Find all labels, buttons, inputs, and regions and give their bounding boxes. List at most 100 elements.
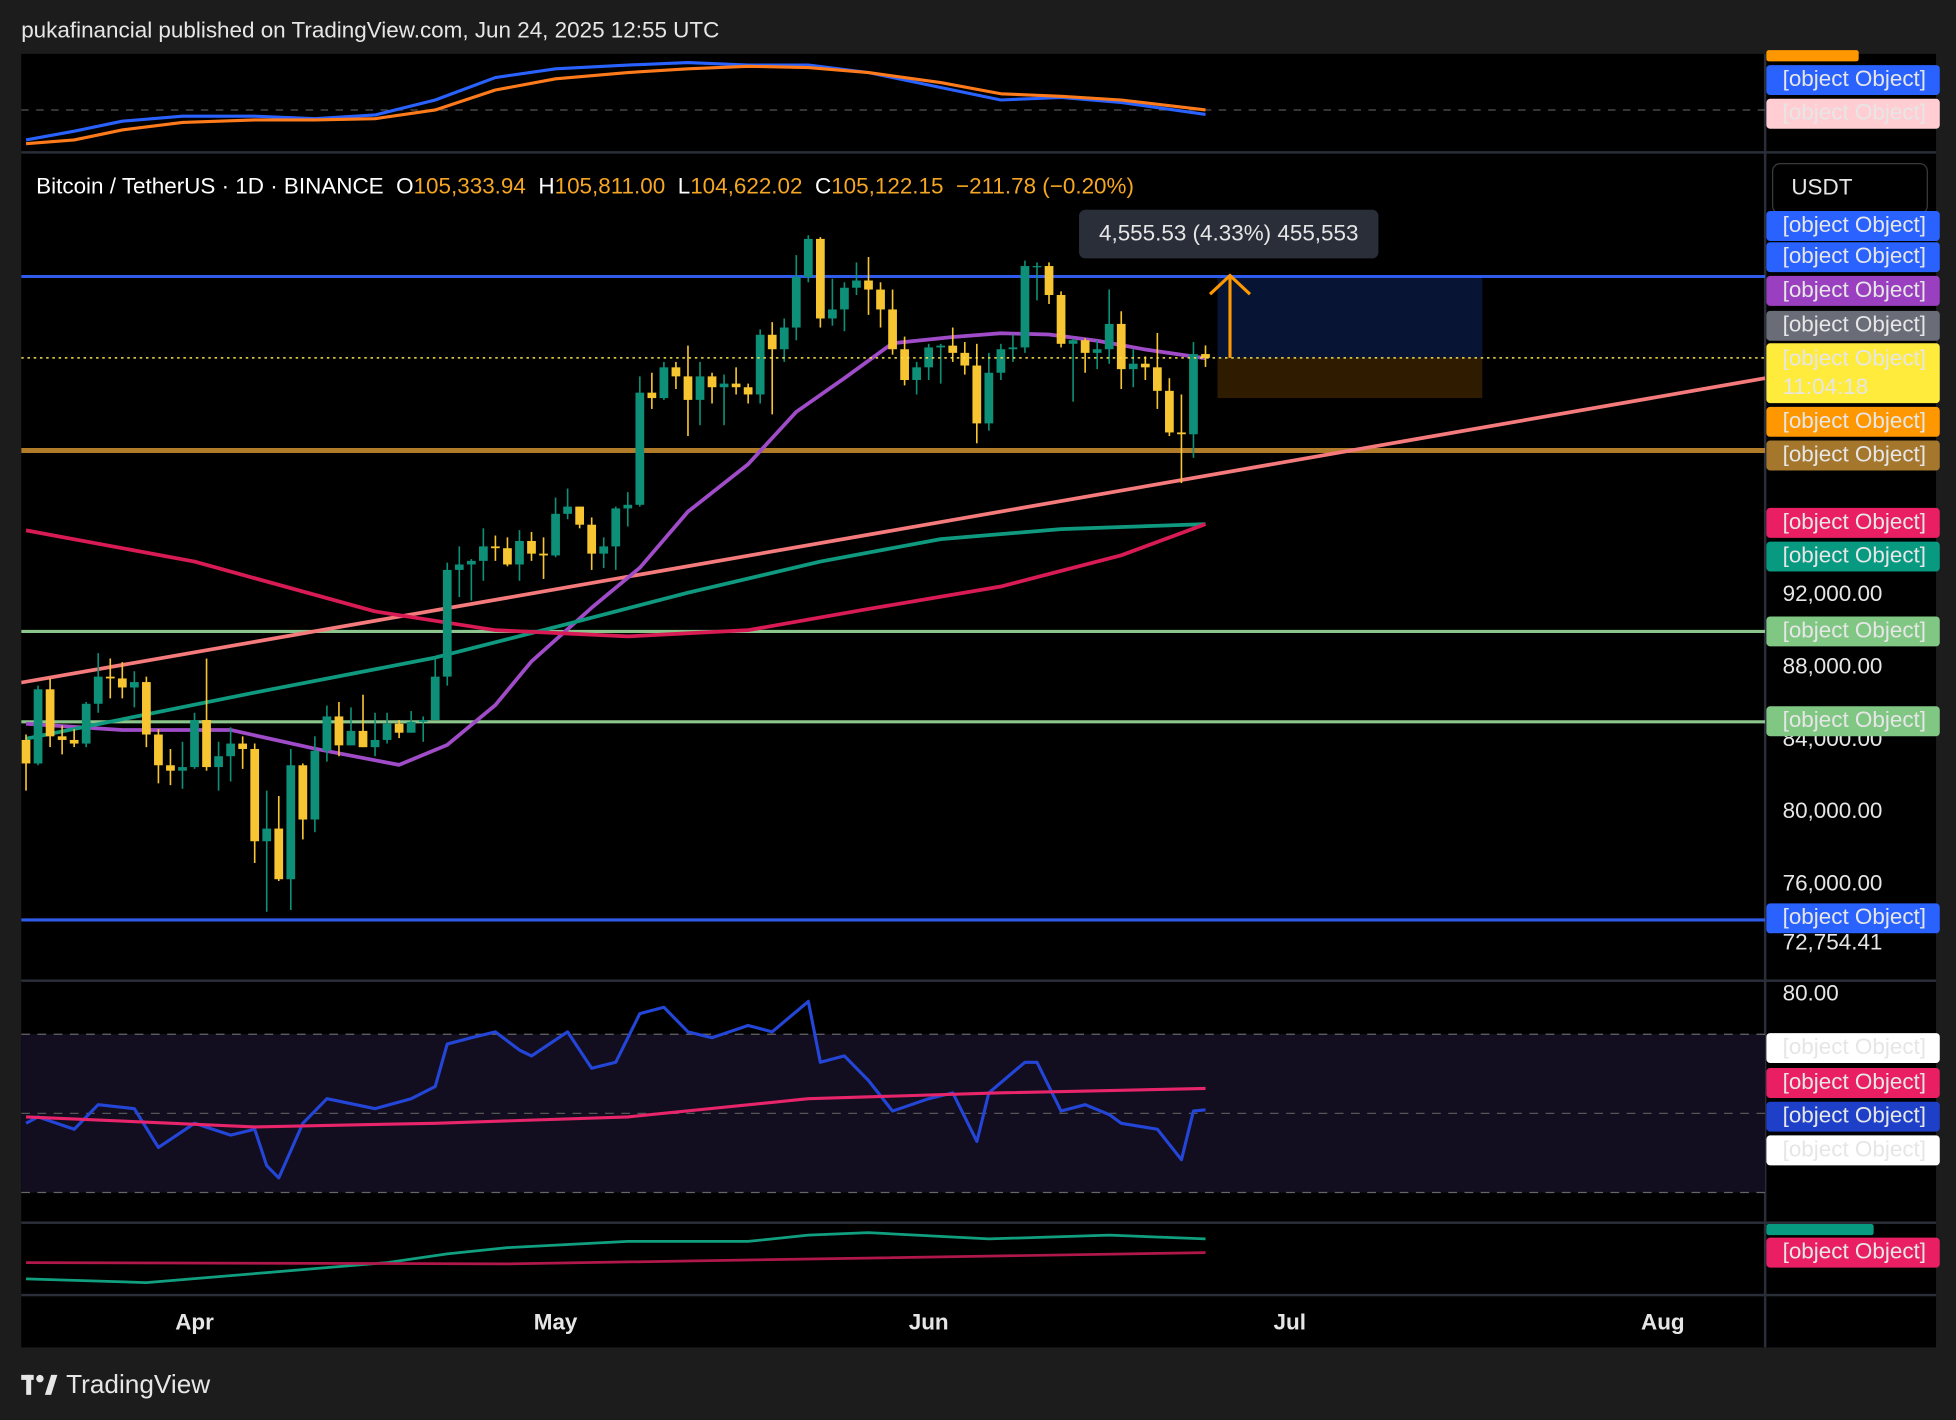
moving-average <box>25 522 1207 639</box>
candle-body <box>202 720 211 768</box>
candle-body <box>1104 323 1114 350</box>
candle-body <box>406 721 416 733</box>
legend-low: 104,622.02 <box>690 173 802 198</box>
candle-body <box>1165 390 1174 433</box>
candle-body <box>960 352 970 366</box>
candle-body <box>346 730 356 746</box>
macd-tag-partial <box>1766 50 1859 62</box>
price-tag <box>1766 1135 1940 1166</box>
brand: TradingView <box>66 1369 210 1399</box>
x-tick-label: May <box>534 1310 578 1335</box>
candle-body <box>1201 354 1210 358</box>
candle-body <box>105 676 115 679</box>
candle-body <box>33 689 43 764</box>
candle-body <box>214 756 223 768</box>
legend-open: 105,333.94 <box>414 173 526 198</box>
candle-body <box>1092 349 1102 353</box>
stop-zone <box>1217 357 1483 399</box>
candle-body <box>454 564 464 570</box>
candle-body <box>876 289 885 310</box>
legend-symbol: Bitcoin / TetherUS · 1D · BINANCE <box>36 173 383 198</box>
candle-body <box>430 676 440 721</box>
price-tag-label: [object Object] <box>1783 66 1926 91</box>
currency-label[interactable]: USDT <box>1791 175 1852 200</box>
trendline <box>21 376 1766 685</box>
price-tag-label: [object Object] <box>1783 1069 1926 1094</box>
indicator-line <box>26 1251 1206 1266</box>
candle-body <box>298 765 308 820</box>
candle-body <box>972 365 982 424</box>
price-tag <box>1766 211 1940 241</box>
indicator-line <box>26 1231 1206 1284</box>
x-tick-label: Apr <box>175 1310 214 1335</box>
candle-body <box>695 376 705 400</box>
candle-body <box>791 276 801 328</box>
candle-body <box>900 349 909 380</box>
candle-body <box>370 739 380 748</box>
candle-body <box>382 723 392 740</box>
price-tag <box>1766 1101 1940 1132</box>
candle-body <box>719 383 729 388</box>
candle-body <box>683 376 693 400</box>
price-tag-label: [object Object] <box>1783 312 1926 337</box>
price-tag <box>1766 1033 1940 1064</box>
candle-body <box>539 553 548 556</box>
candle-body <box>142 682 151 735</box>
price-tag-label: [object Object] <box>1783 277 1926 302</box>
x-tick-label: Jun <box>909 1310 949 1335</box>
legend-close: 105,122.15 <box>831 173 943 198</box>
price-tag-label: [object Object] <box>1783 1136 1926 1161</box>
candle-body <box>1189 354 1198 435</box>
candle-body <box>864 280 873 290</box>
candle-body <box>1080 340 1090 353</box>
candle-body <box>1152 367 1162 391</box>
candle-body <box>731 383 741 388</box>
candle-body <box>635 392 645 505</box>
candle-body <box>575 506 585 525</box>
macd-line <box>25 61 1206 142</box>
rsi-line <box>25 999 1206 1180</box>
candle-body <box>1044 266 1054 295</box>
pane-dividers <box>21 53 1937 1348</box>
candle-body <box>1008 347 1018 350</box>
logo <box>21 1374 58 1395</box>
candle-body <box>743 387 753 395</box>
price-tag <box>1766 903 1940 934</box>
price-tag-label: [object Object] <box>1783 408 1926 433</box>
candle-body <box>310 750 320 820</box>
price-tag-label: [object Object] <box>1783 345 1926 370</box>
price-tag-label: [object Object] <box>1783 617 1926 642</box>
candle-body <box>1177 432 1186 435</box>
price-tag <box>1766 507 1940 538</box>
candle-body <box>129 682 139 688</box>
candle-body <box>515 540 524 565</box>
candle-body <box>93 676 103 704</box>
candle-body <box>611 508 621 547</box>
candle-body <box>671 367 681 377</box>
candle-body <box>924 347 934 368</box>
candle-body <box>226 743 235 757</box>
moving-average <box>25 331 1206 767</box>
candle-body <box>334 716 344 746</box>
price-tag-label: [object Object] <box>1783 707 1926 732</box>
candle-body <box>166 765 175 771</box>
price-tag <box>1766 310 1940 341</box>
price-tag <box>1766 1068 1940 1098</box>
candle-body <box>563 506 572 514</box>
candle-body <box>815 238 825 319</box>
candle-body <box>262 828 272 842</box>
y-tick-label: 76,000.00 <box>1783 871 1883 896</box>
price-tag <box>1766 1237 1940 1268</box>
price-tag <box>1766 65 1940 96</box>
candle-body <box>322 716 332 751</box>
price-tag-label: [object Object] <box>1783 1239 1926 1264</box>
price-tag <box>1766 406 1940 437</box>
plot-area <box>21 61 1766 1284</box>
candle-body <box>81 703 91 744</box>
price-tag-label: [object Object] <box>1783 100 1926 125</box>
candle-body <box>117 678 127 688</box>
price-tag-label: [object Object] <box>1783 509 1926 534</box>
candle-body <box>840 287 849 310</box>
candle-body <box>57 736 67 740</box>
y-tick-label: 88,000.00 <box>1783 654 1883 679</box>
